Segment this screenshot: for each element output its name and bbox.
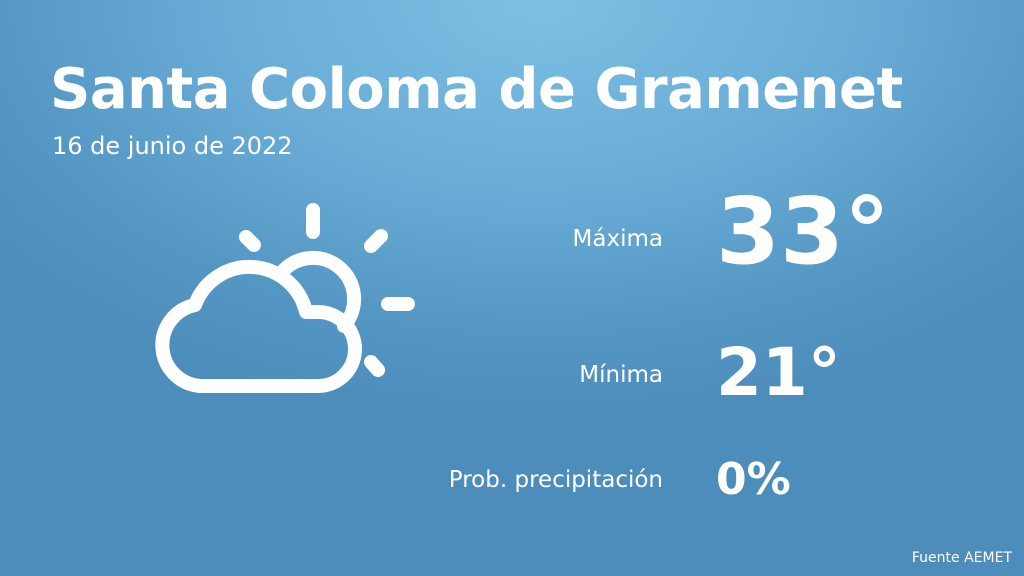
precip-label: Prob. precipitación — [448, 467, 663, 493]
max-temp-label: Máxima — [572, 226, 663, 252]
min-temp-label: Mínima — [579, 362, 663, 388]
sun-rays-icon — [239, 203, 415, 377]
forecast-date: 16 de junio de 2022 — [52, 132, 293, 160]
precip-value: 0% — [716, 454, 791, 505]
min-temp-value: 21° — [716, 334, 841, 411]
source-credit: Fuente AEMET — [911, 550, 1012, 566]
sun-arc-icon — [275, 250, 362, 333]
max-temp-value: 33° — [716, 178, 891, 285]
cloud-icon — [155, 260, 362, 393]
city-title: Santa Coloma de Gramenet — [50, 57, 903, 122]
